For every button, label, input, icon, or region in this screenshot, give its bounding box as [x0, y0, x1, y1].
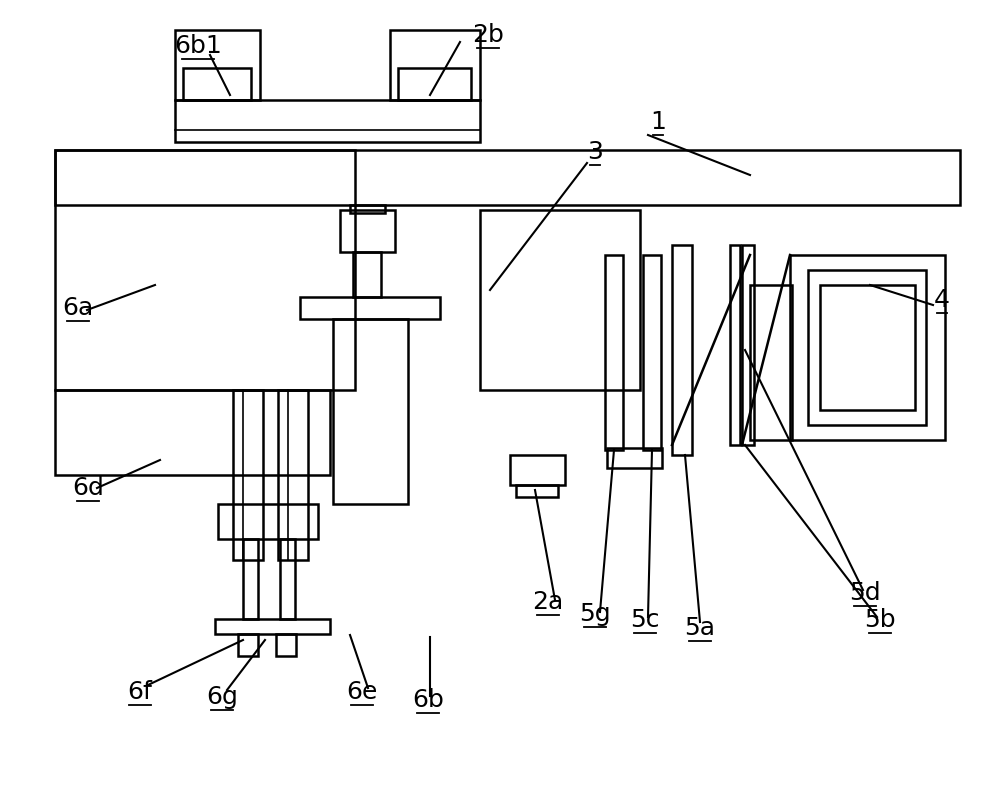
Bar — [183, 68, 251, 100]
Text: 5g: 5g — [579, 602, 611, 626]
Bar — [510, 455, 565, 485]
Bar — [175, 30, 260, 100]
Bar — [340, 210, 395, 252]
Text: 5d: 5d — [849, 581, 881, 605]
Bar — [350, 205, 385, 213]
Bar — [353, 252, 381, 297]
Text: 6e: 6e — [346, 680, 378, 704]
Text: 6b1: 6b1 — [174, 34, 222, 58]
Bar — [243, 539, 258, 619]
Bar — [790, 255, 945, 440]
Bar — [215, 619, 330, 634]
Text: 5a: 5a — [684, 616, 716, 640]
Bar — [280, 539, 295, 619]
Text: 1: 1 — [650, 110, 666, 134]
Bar — [55, 150, 355, 390]
Bar — [605, 255, 623, 450]
Bar — [55, 390, 330, 475]
Text: 5b: 5b — [864, 608, 896, 632]
Bar — [742, 245, 754, 445]
Bar — [333, 319, 408, 504]
Bar — [300, 297, 440, 319]
Text: 2b: 2b — [472, 23, 504, 47]
Text: 5c: 5c — [630, 608, 660, 632]
Text: 6d: 6d — [72, 476, 104, 500]
Bar — [607, 448, 662, 468]
Bar — [808, 270, 926, 425]
Bar — [730, 245, 740, 445]
Bar — [175, 100, 480, 142]
Text: 6a: 6a — [62, 296, 94, 320]
Bar — [233, 390, 263, 560]
Text: 3: 3 — [587, 140, 603, 164]
Text: 4: 4 — [934, 288, 950, 312]
Bar — [643, 255, 661, 450]
Bar — [516, 485, 558, 497]
Bar — [820, 285, 915, 410]
Bar — [398, 68, 471, 100]
Text: 6b: 6b — [412, 688, 444, 712]
Bar — [276, 634, 296, 656]
Bar — [480, 210, 640, 390]
Bar — [218, 504, 318, 539]
Bar — [750, 285, 792, 440]
Bar — [390, 30, 480, 100]
Bar — [238, 634, 258, 656]
Bar — [278, 390, 308, 560]
Text: 6f: 6f — [128, 680, 152, 704]
Text: 6g: 6g — [206, 685, 238, 709]
Bar — [672, 245, 692, 455]
Text: 2a: 2a — [532, 590, 564, 614]
Bar — [55, 150, 960, 205]
